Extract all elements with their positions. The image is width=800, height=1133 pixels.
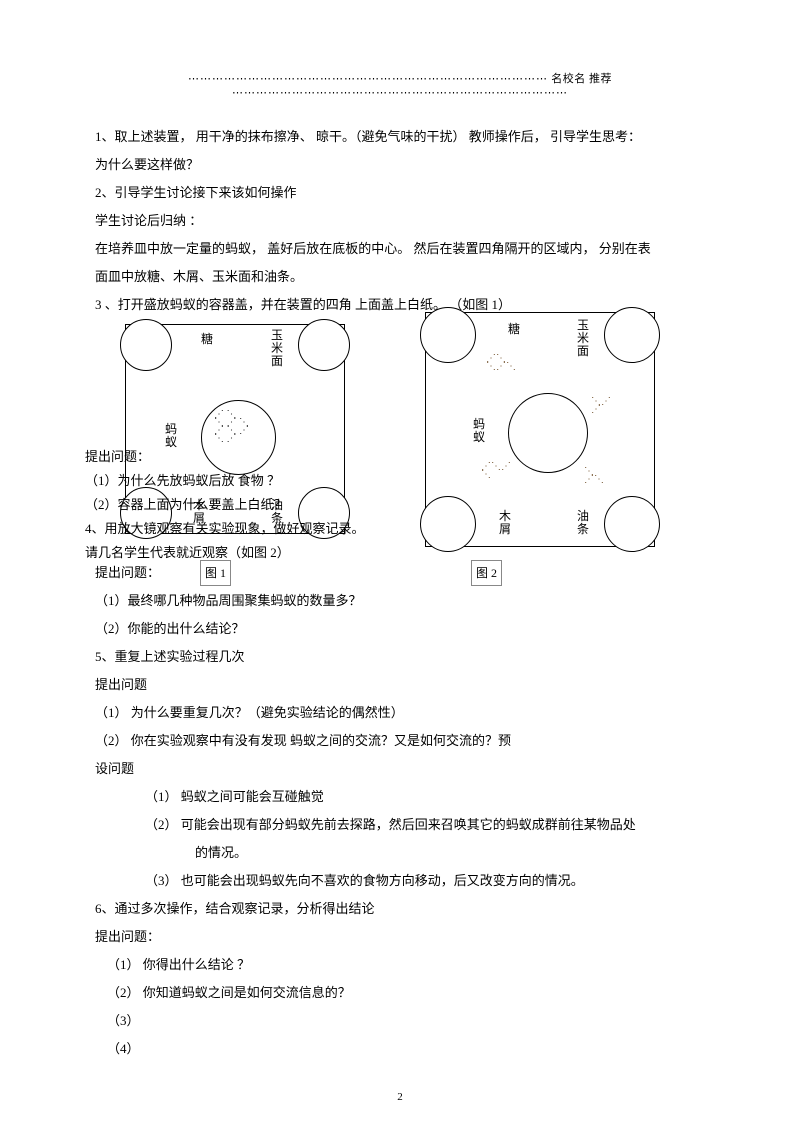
question-1: （1）为什么先放蚂蚁后放 食物 ？ bbox=[85, 468, 280, 494]
line-12: 6、通过多次操作，结合观察记录，分析得出结论 bbox=[95, 896, 705, 922]
question-3: （1）最终哪几种物品周围聚集蚂蚁的数量多？ bbox=[95, 588, 705, 614]
header-dots-left: ⋯⋯⋯⋯⋯⋯⋯⋯⋯⋯⋯⋯⋯⋯⋯⋯⋯⋯⋯⋯⋯⋯⋯⋯⋯⋯⋯⋯⋯⋯ bbox=[188, 73, 548, 85]
line-4: 学生讨论后归纳 ： bbox=[95, 208, 705, 234]
line-9: 请几名学生代表就近观察（如图 2） bbox=[85, 540, 290, 566]
document-body: 1、取上述装置， 用干净的抹布擦净、 晾干。（避免气味的干扰） 教师操作后， 引… bbox=[95, 124, 705, 1062]
fig2-label-tl: 糖 bbox=[508, 323, 520, 336]
fig1-label-tr: 玉米面 bbox=[270, 329, 284, 369]
answer-2b: 的情况。 bbox=[95, 840, 705, 866]
fig2-center-circle bbox=[508, 393, 588, 473]
fig2-trail3-icon: ⋰⋱⋰⋱ bbox=[481, 463, 511, 479]
question-2: （2）容器上面为什么要盖上白纸？ bbox=[85, 492, 287, 518]
fig2-corner-tr bbox=[604, 307, 660, 363]
question-heading-1: 提出问题： bbox=[85, 444, 150, 470]
question-8: （2） 你知道蚂蚁之间是如何交流信息的？ bbox=[95, 980, 705, 1006]
line-1: 1、取上述装置， 用干净的抹布擦净、 晾干。（避免气味的干扰） 教师操作后， 引… bbox=[95, 124, 705, 150]
question-5: （1） 为什么要重复几次？（避免实验结论的偶然性） bbox=[95, 700, 705, 726]
answer-1: （1） 蚂蚁之间可能会互碰触觉 bbox=[95, 784, 705, 810]
fig2-label-center: 蚂蚁 bbox=[472, 418, 486, 444]
page-header: ⋯⋯⋯⋯⋯⋯⋯⋯⋯⋯⋯⋯⋯⋯⋯⋯⋯⋯⋯⋯⋯⋯⋯⋯⋯⋯⋯⋯⋯⋯ 名校名 推荐 ⋯⋯… bbox=[95, 70, 705, 99]
fig2-trail1-icon: ⋰⋱⋱⋰⋱ bbox=[486, 355, 516, 371]
fig2-corner-bl bbox=[420, 496, 476, 552]
line-6: 面皿中放糖、木屑、玉米面和油条。 bbox=[95, 264, 705, 290]
figures-container: 糖 玉米面 木屑 油条 ⋰ ⋱⋱ ⋰ ⋱⋰ ⋱ ⋰⋱ ⋰ 蚂蚁 糖 玉米面 木屑… bbox=[95, 324, 705, 554]
line-5: 在培养皿中放一定量的蚂蚁， 盖好后放在底板的中心。 然后在装置四角隔开的区域内，… bbox=[95, 236, 705, 262]
answer-2a: （2） 可能会出现有部分蚂蚁先前去探路，然后回来召唤其它的蚂蚁成群前往某物品处 bbox=[95, 812, 705, 838]
question-10: （4） bbox=[95, 1036, 705, 1062]
line-10: 5、重复上述实验过程几次 bbox=[95, 644, 705, 670]
fig2-label-br: 油条 bbox=[576, 510, 590, 536]
question-7: （1） 你得出什么结论 ？ bbox=[95, 952, 705, 978]
question-9: （3） bbox=[95, 1008, 705, 1034]
fig2-trail2-icon: ⋱⋰⋰ bbox=[591, 398, 611, 414]
fig1-ants-icon: ⋰ ⋱⋱ ⋰ ⋱⋰ ⋱ ⋰⋱ ⋰ bbox=[214, 411, 249, 443]
fig2-corner-tl bbox=[420, 307, 476, 363]
fig2-label-bl: 木屑 bbox=[498, 510, 512, 536]
question-4: （2）你能的出什么结论？ bbox=[95, 616, 705, 642]
question-heading-3: 提出问题： bbox=[95, 924, 705, 950]
line-8: 4、用放大镜观察有关实验现象，做好观察记录。 bbox=[85, 516, 365, 542]
page-number: 2 bbox=[0, 1091, 800, 1103]
fig2-trail4-icon: ⋱⋰⋱ bbox=[584, 468, 604, 484]
fig1-corner-tr bbox=[298, 319, 350, 371]
question-heading-2: 提出问题 bbox=[95, 672, 705, 698]
question-6: （2） 你在实验观察中有没有发现 蚂蚁之间的交流？又是如何交流的？预 bbox=[95, 728, 705, 754]
line-3: 2、引导学生讨论接下来该如何操作 bbox=[95, 180, 705, 206]
fig1-center-circle: ⋰ ⋱⋱ ⋰ ⋱⋰ ⋱ ⋰⋱ ⋰ bbox=[201, 400, 276, 475]
line-11: 设问题 bbox=[95, 756, 705, 782]
fig1-label-center: 蚂蚁 bbox=[164, 423, 178, 449]
header-dots-right: ⋯⋯⋯⋯⋯⋯⋯⋯⋯⋯⋯⋯⋯⋯⋯⋯⋯⋯⋯⋯⋯⋯⋯⋯⋯⋯⋯⋯ bbox=[232, 87, 568, 99]
fig2-label-tr: 玉米面 bbox=[576, 319, 590, 359]
figure-2: 糖 玉米面 木屑 油条 蚂蚁 ⋰⋱⋱⋰⋱ ⋱⋰⋰ ⋰⋱⋰⋱ ⋱⋰⋱ bbox=[425, 312, 655, 547]
figure-2-caption: 图 2 bbox=[471, 560, 502, 586]
header-title: 名校名 推荐 bbox=[551, 73, 612, 85]
answer-3: （3） 也可能会出现蚂蚁先向不喜欢的食物方向移动，后又改变方向的情况。 bbox=[95, 868, 705, 894]
fig2-corner-br bbox=[604, 496, 660, 552]
line-2: 为什么要这样做？ bbox=[95, 152, 705, 178]
fig1-label-tl: 糖 bbox=[201, 333, 213, 346]
fig1-corner-tl bbox=[120, 319, 172, 371]
